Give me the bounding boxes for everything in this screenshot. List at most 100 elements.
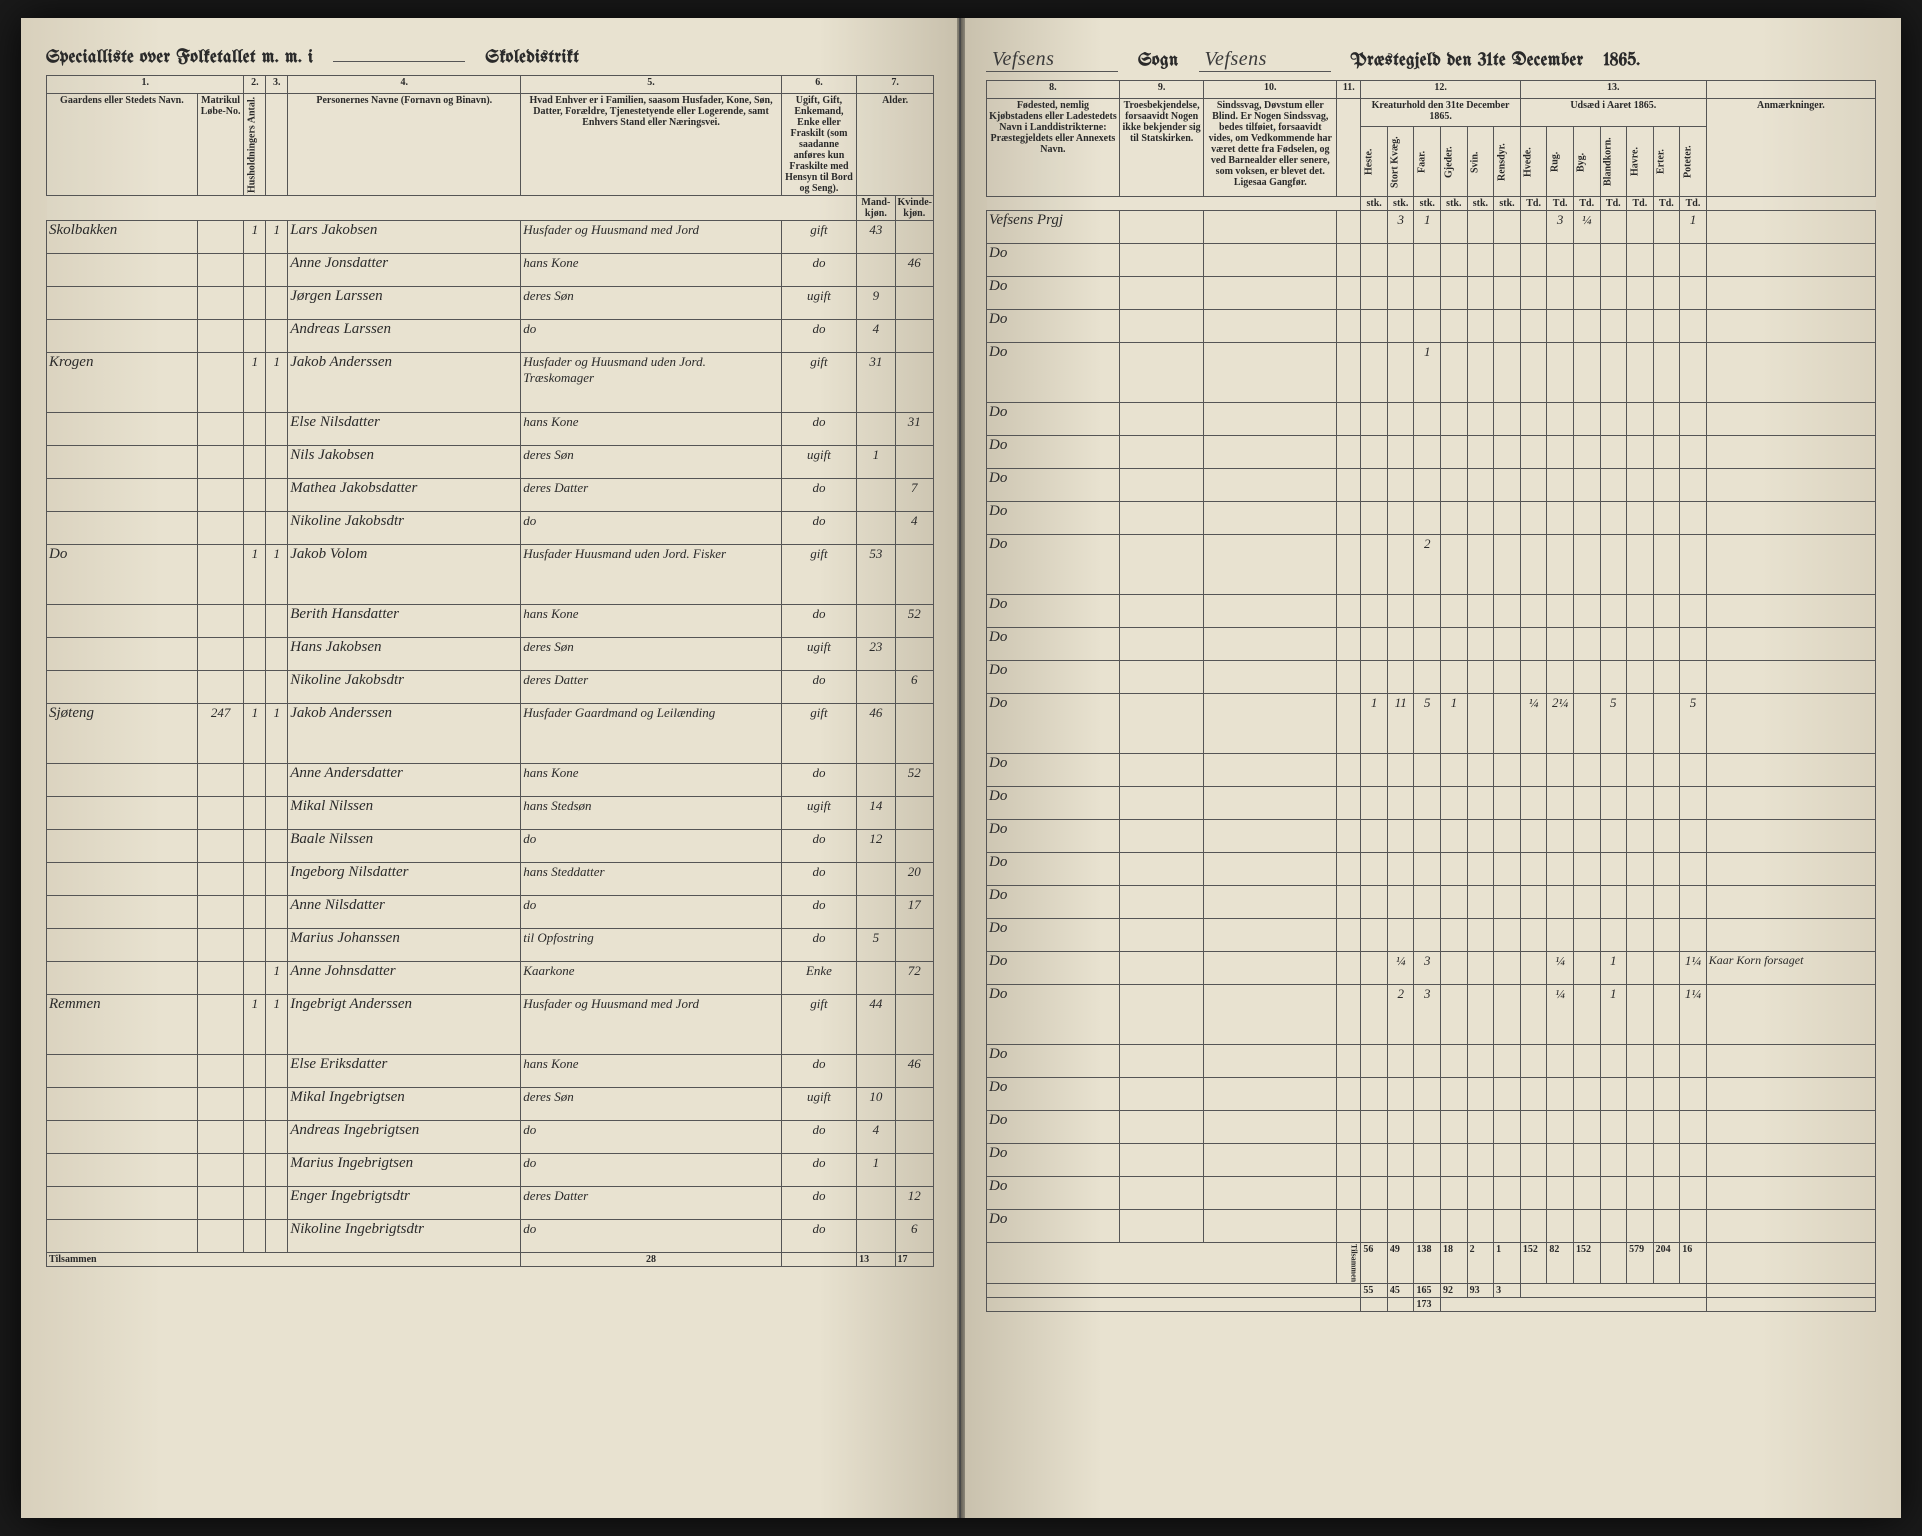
cell-c13-1: [1547, 787, 1574, 820]
cell-c12-2: [1414, 1177, 1441, 1210]
cell-c13-3: [1600, 1144, 1627, 1177]
cell-sind: [1204, 919, 1337, 952]
cell-c13-1: [1547, 661, 1574, 694]
cell-mk: [857, 962, 895, 995]
cell-c12-0: [1361, 469, 1388, 502]
cell-anm: [1706, 820, 1875, 853]
cell-giv: ugift: [781, 797, 856, 830]
cell-mno: [197, 1121, 244, 1154]
cell-c13-5: [1653, 886, 1680, 919]
cell-c13-1: [1547, 595, 1574, 628]
cell-c12-0: [1361, 985, 1388, 1045]
cell-c13-3: [1600, 1210, 1627, 1243]
cell-hh: [244, 1055, 266, 1088]
cell-fam: do: [521, 512, 781, 545]
cell-anm: [1706, 211, 1875, 244]
cell-kk: [895, 353, 933, 413]
cell-tro: [1119, 1045, 1204, 1078]
sogn-value: Vefsens: [986, 48, 1118, 72]
cell-navn: Nikoline Jakobsdtr: [288, 512, 521, 545]
cell-navn: Marius Johanssen: [288, 929, 521, 962]
cell-c12-4: [1467, 1177, 1494, 1210]
table-row: Berith Hansdatterhans Konedo52: [47, 605, 934, 638]
cell-mk: 31: [857, 353, 895, 413]
cell-sind: [1204, 754, 1337, 787]
cell-c12-5: [1494, 694, 1521, 754]
cell-c13-4: [1627, 343, 1654, 403]
cell-c13-3: [1600, 820, 1627, 853]
cell-c12-0: [1361, 277, 1388, 310]
cell-c13-4: [1627, 403, 1654, 436]
cell-hh: [244, 671, 266, 704]
cell-anm: [1706, 1177, 1875, 1210]
cell-sind: [1204, 694, 1337, 754]
cell-c13-3: [1600, 469, 1627, 502]
cell-c13-1: ¼: [1547, 952, 1574, 985]
cell-c13-4: [1627, 661, 1654, 694]
cell-c13-5: [1653, 244, 1680, 277]
table-row: Do: [987, 403, 1876, 436]
cell-giv: do: [781, 863, 856, 896]
cell-c12-3: [1441, 1111, 1468, 1144]
cell-sind: [1204, 1111, 1337, 1144]
cell-kk: 46: [895, 254, 933, 287]
cell-mno: [197, 764, 244, 797]
cell-11: [1337, 211, 1361, 244]
cell-c13-0: [1520, 1210, 1547, 1243]
cell-mno: [197, 221, 244, 254]
cell-c12-4: [1467, 1111, 1494, 1144]
table-row: Ingeborg Nilsdatterhans Steddatterdo20: [47, 863, 934, 896]
census-ledger-book: Specialliste over Folketallet m. m. i Sk…: [21, 18, 1901, 1518]
h12a: Heste.: [1361, 127, 1388, 197]
cell-pno: 1: [266, 995, 288, 1055]
cell-pno: [266, 764, 288, 797]
h-giv: Ugift, Gift, Enkemand, Enke eller Fraski…: [781, 94, 856, 196]
cell-c13-3: [1600, 244, 1627, 277]
cell-c12-3: [1441, 985, 1468, 1045]
cell-c13-2: [1573, 886, 1600, 919]
cell-c12-0: [1361, 343, 1388, 403]
cell-c13-4: [1627, 244, 1654, 277]
cell-navn: Andreas Ingebrigtsen: [288, 1121, 521, 1154]
cell-c13-4: [1627, 1111, 1654, 1144]
cell-fam: deres Søn: [521, 638, 781, 671]
cell-mk: [857, 605, 895, 638]
cell-giv: gift: [781, 545, 856, 605]
cell-c13-0: [1520, 244, 1547, 277]
table-row: Do: [987, 820, 1876, 853]
cell-11: [1337, 1177, 1361, 1210]
table-row: Do: [987, 1045, 1876, 1078]
cell-pno: [266, 254, 288, 287]
cell-mno: [197, 545, 244, 605]
cell-navn: Jakob Anderssen: [288, 353, 521, 413]
cell-kk: 6: [895, 1220, 933, 1253]
cell-fam: hans Kone: [521, 605, 781, 638]
cell-c13-5: [1653, 535, 1680, 595]
cell-c12-0: [1361, 754, 1388, 787]
cell-anm: [1706, 310, 1875, 343]
cell-giv: do: [781, 479, 856, 512]
cell-mno: [197, 605, 244, 638]
col-5: 5.: [521, 76, 781, 94]
h-navn: Personernes Navne (Fornavn og Binavn).: [288, 94, 521, 196]
cell-c12-5: [1494, 535, 1521, 595]
h12f: Rensdyr.: [1494, 127, 1521, 197]
h-kk: Kvinde-kjøn.: [895, 196, 933, 221]
cell-pno: [266, 1055, 288, 1088]
cell-c13-4: [1627, 1144, 1654, 1177]
cell-navn: Mikal Nilssen: [288, 797, 521, 830]
cell-c12-0: [1361, 403, 1388, 436]
cell-sind: [1204, 661, 1337, 694]
cell-mk: [857, 896, 895, 929]
cell-c13-6: [1680, 661, 1707, 694]
cell-c12-5: [1494, 1078, 1521, 1111]
cell-hh: [244, 764, 266, 797]
cell-c13-5: [1653, 343, 1680, 403]
cell-c13-2: [1573, 787, 1600, 820]
cell-c13-3: [1600, 886, 1627, 919]
cell-hh: [244, 1220, 266, 1253]
cell-hh: [244, 1088, 266, 1121]
cell-c13-5: [1653, 787, 1680, 820]
cell-c13-5: [1653, 1144, 1680, 1177]
cell-11: [1337, 886, 1361, 919]
